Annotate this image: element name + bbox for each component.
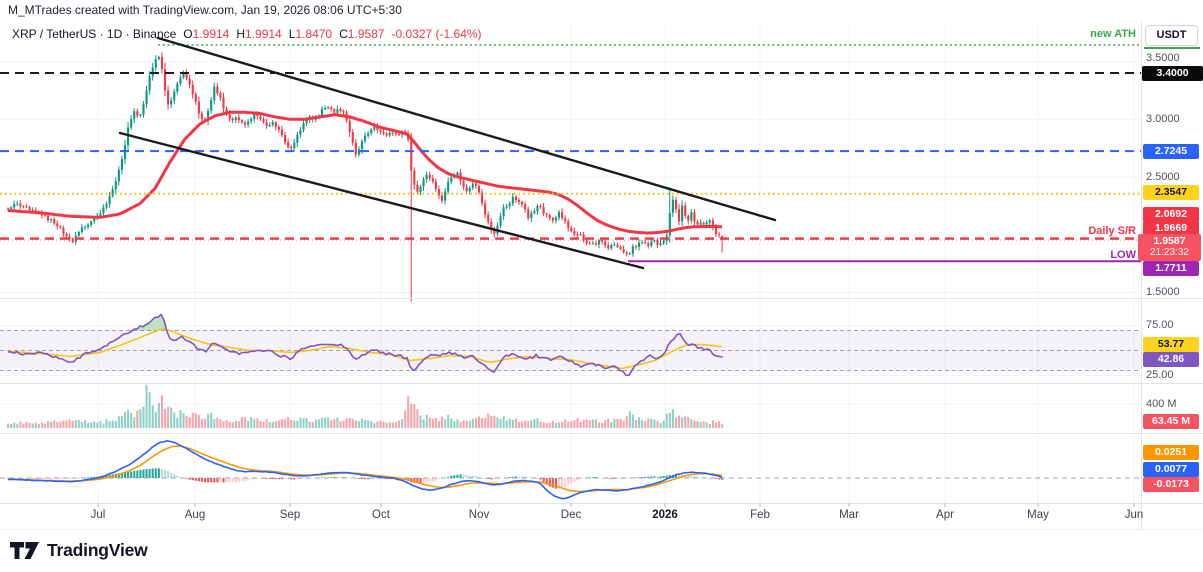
time-axis-label-Jun: Jun bbox=[1124, 509, 1144, 521]
ohlc-item: H1.9914 bbox=[236, 27, 282, 41]
price-axis-label: 75.00 bbox=[1146, 319, 1174, 331]
currency-underline bbox=[1144, 47, 1200, 49]
axis-badge-2.3547: 2.3547 bbox=[1143, 184, 1199, 200]
axis-badge-2.0692: 2.0692 bbox=[1143, 206, 1199, 222]
axis-badge-1.9587: 1.9587 21:23:32 bbox=[1138, 234, 1201, 261]
axis-badge-42.86: 42.86 bbox=[1143, 351, 1199, 367]
axis-badge-1.7711: 1.7711 bbox=[1143, 260, 1199, 276]
time-axis-label-Jul: Jul bbox=[90, 509, 106, 521]
ohlc-item: C1.9587 bbox=[339, 27, 385, 41]
time-axis-label-Nov: Nov bbox=[468, 509, 490, 521]
price-axis-label: 3.5000 bbox=[1146, 52, 1180, 64]
time-axis-label-Feb: Feb bbox=[750, 509, 770, 521]
axis-badge-0.0077: 0.0077 bbox=[1143, 461, 1199, 477]
time-axis-label-Dec: Dec bbox=[560, 509, 582, 521]
time-axis-label-2026: 2026 bbox=[652, 509, 678, 521]
ohlc-values: O1.9914 H1.9914 L1.8470 C1.9587 bbox=[176, 27, 384, 41]
axis-badge-63.45 M: 63.45 M bbox=[1143, 413, 1199, 429]
time-axis-label-Apr: Apr bbox=[936, 509, 954, 521]
axis-badge-3.4000: 3.4000 bbox=[1142, 65, 1203, 81]
tradingview-logo-icon bbox=[10, 542, 39, 559]
tradingview-logo-text: TradingView bbox=[47, 540, 148, 560]
symbol-title: XRP / TetherUS · 1D · Binance bbox=[12, 27, 177, 41]
time-axis-label-Oct: Oct bbox=[372, 509, 390, 521]
axis-badge-0.0251: 0.0251 bbox=[1143, 444, 1199, 460]
time-axis-label-Aug: Aug bbox=[184, 509, 206, 521]
change-value: -0.0327 (-1.64%) bbox=[391, 27, 482, 41]
price-axis-label: 400 M bbox=[1146, 398, 1177, 410]
time-axis-label-Sep: Sep bbox=[279, 509, 301, 521]
time-axis-label-May: May bbox=[1027, 509, 1049, 521]
low-label: LOW bbox=[1110, 249, 1136, 261]
price-axis-label: 25.00 bbox=[1146, 369, 1174, 381]
ohlc-item: O1.9914 bbox=[183, 27, 230, 41]
new-ath-label: new ATH bbox=[1090, 28, 1136, 40]
price-axis-label: 3.0000 bbox=[1146, 113, 1180, 125]
price-axis-label: 1.5000 bbox=[1146, 286, 1180, 298]
tradingview-logo[interactable]: TradingView bbox=[10, 540, 148, 561]
symbol-legend[interactable]: XRP / TetherUS · 1D · Binance O1.9914 H1.9… bbox=[12, 27, 482, 41]
axis-badge-53.77: 53.77 bbox=[1143, 336, 1199, 352]
axis-badge--0.0173: -0.0173 bbox=[1143, 476, 1199, 492]
price-axis-label: 2.5000 bbox=[1146, 171, 1180, 183]
ohlc-item: L1.8470 bbox=[288, 27, 333, 41]
attribution-text: M_MTrades created with TradingView.com, … bbox=[8, 3, 402, 17]
axis-badge-2.7245: 2.7245 bbox=[1143, 143, 1199, 159]
time-axis-label-Mar: Mar bbox=[839, 509, 859, 521]
axis-badge-1.9669: 1.9669 bbox=[1143, 220, 1199, 236]
daily-sr-label: Daily S/R bbox=[1088, 225, 1136, 237]
currency-toggle-button[interactable]: USDT bbox=[1145, 25, 1198, 46]
